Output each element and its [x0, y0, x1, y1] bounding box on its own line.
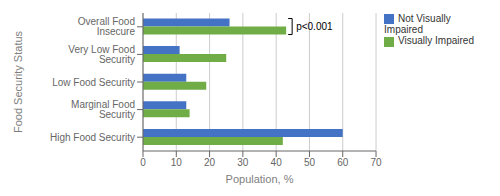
- html-text:Visually Impaired: Visually Impaired: [398, 35, 474, 47]
- svg-text:Food Security Status: Food Security Status: [12, 30, 24, 133]
- svg-text:60: 60: [337, 157, 349, 168]
- svg-text:Marginal FoodSecurity: Marginal FoodSecurity: [71, 99, 135, 120]
- svg-text:70: 70: [370, 157, 382, 168]
- svg-text:p<0.001: p<0.001: [296, 21, 333, 32]
- svg-text:Overall FoodInsecure: Overall FoodInsecure: [78, 16, 136, 37]
- svg-text:Very Low FoodSecurity: Very Low FoodSecurity: [68, 44, 135, 65]
- svg-text:Population, %: Population, %: [226, 173, 294, 185]
- svg-text:50: 50: [304, 157, 316, 168]
- svg-text:0: 0: [140, 157, 146, 168]
- svg-text:10: 10: [171, 157, 183, 168]
- svg-text:30: 30: [237, 157, 249, 168]
- svg-text:40: 40: [271, 157, 283, 168]
- svg-text:Low Food Security: Low Food Security: [52, 77, 135, 88]
- html-text:Not Visually Impaired: Not Visually Impaired: [384, 13, 451, 36]
- svg-text:20: 20: [204, 157, 216, 168]
- svg-text:High Food Security: High Food Security: [50, 132, 135, 143]
